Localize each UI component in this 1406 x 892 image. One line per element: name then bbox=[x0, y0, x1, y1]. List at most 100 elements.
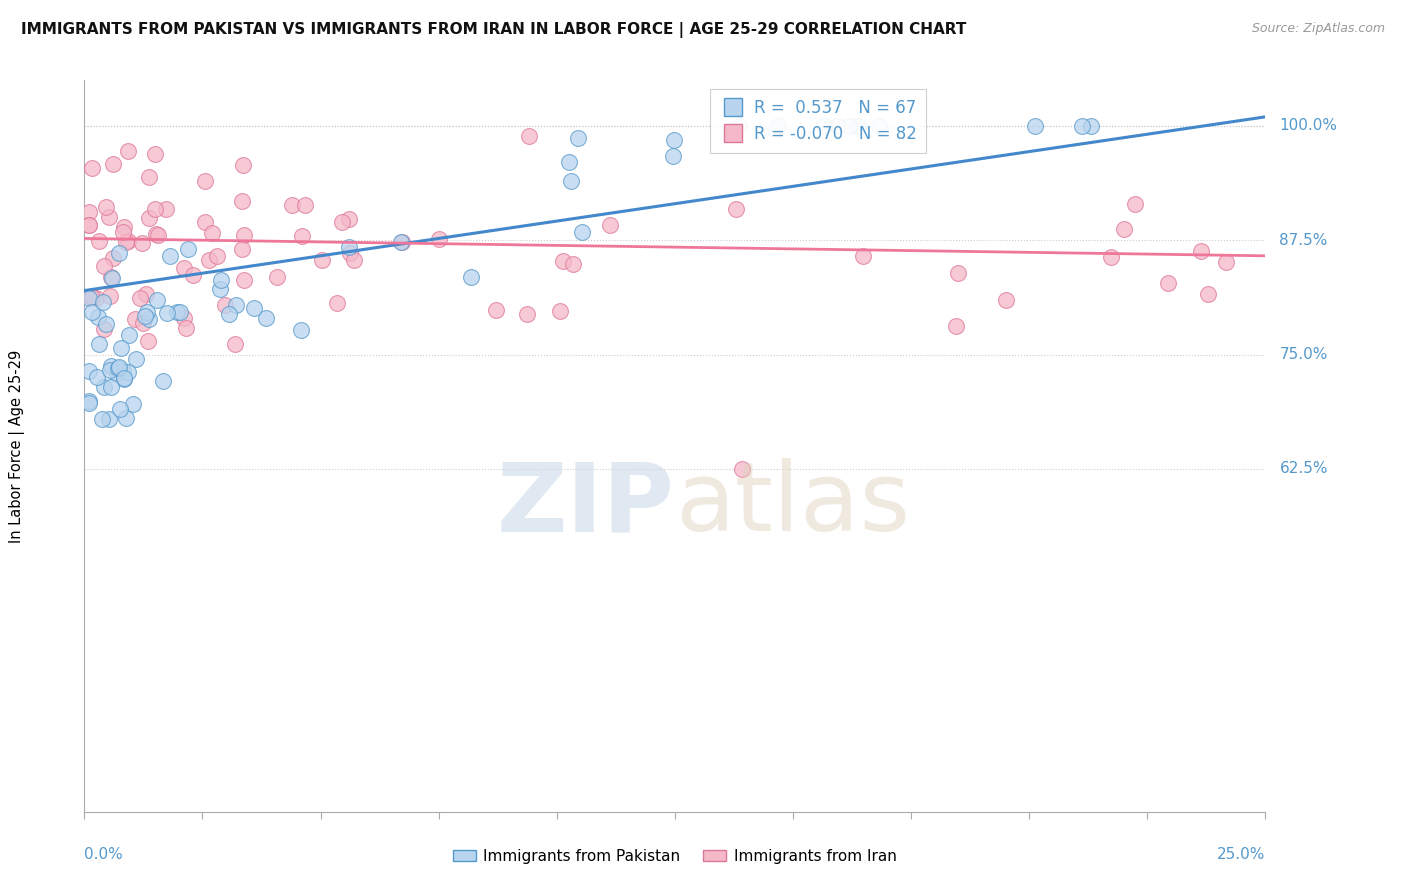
Point bbox=[108, 359, 131, 374]
Point bbox=[105, 367, 128, 381]
Point bbox=[156, 306, 179, 320]
Point bbox=[290, 323, 312, 337]
Point bbox=[107, 245, 129, 260]
Point bbox=[194, 215, 217, 229]
Text: 0.0%: 0.0% bbox=[84, 847, 124, 863]
Point bbox=[176, 242, 198, 256]
Point bbox=[159, 249, 181, 263]
Point bbox=[224, 336, 246, 351]
Point bbox=[339, 245, 361, 260]
Point bbox=[946, 266, 969, 280]
Text: 75.0%: 75.0% bbox=[1279, 347, 1327, 362]
Point bbox=[82, 161, 104, 176]
Point bbox=[209, 273, 232, 287]
Point bbox=[136, 305, 159, 319]
Point bbox=[103, 157, 125, 171]
Point bbox=[813, 119, 835, 133]
Point bbox=[94, 201, 117, 215]
Point bbox=[138, 211, 160, 225]
Text: IMMIGRANTS FROM PAKISTAN VS IMMIGRANTS FROM IRAN IN LABOR FORCE | AGE 25-29 CORR: IMMIGRANTS FROM PAKISTAN VS IMMIGRANTS F… bbox=[21, 22, 966, 38]
Text: Source: ZipAtlas.com: Source: ZipAtlas.com bbox=[1251, 22, 1385, 36]
Point bbox=[118, 328, 141, 343]
Point bbox=[1112, 222, 1135, 236]
Point bbox=[391, 235, 413, 249]
Point bbox=[100, 269, 122, 284]
Point bbox=[121, 397, 143, 411]
Point bbox=[838, 119, 860, 133]
Point bbox=[330, 215, 353, 229]
Point bbox=[233, 228, 256, 243]
Text: 87.5%: 87.5% bbox=[1279, 233, 1327, 248]
Point bbox=[1215, 255, 1237, 269]
Point bbox=[135, 286, 157, 301]
Point bbox=[254, 310, 277, 325]
Point bbox=[84, 291, 107, 305]
Point bbox=[112, 225, 135, 239]
Point bbox=[183, 268, 205, 283]
Point bbox=[146, 228, 169, 243]
Point bbox=[107, 360, 129, 375]
Point bbox=[194, 174, 217, 188]
Point bbox=[117, 364, 139, 378]
Point bbox=[484, 303, 506, 318]
Point bbox=[97, 211, 120, 225]
Point bbox=[86, 370, 108, 384]
Point bbox=[143, 202, 166, 217]
Point bbox=[994, 293, 1017, 308]
Point bbox=[311, 252, 333, 267]
Point bbox=[852, 250, 875, 264]
Point bbox=[1189, 244, 1212, 258]
Point bbox=[132, 316, 155, 330]
Point bbox=[131, 236, 153, 251]
Point bbox=[768, 119, 790, 133]
Point bbox=[516, 307, 538, 321]
Point bbox=[77, 393, 100, 408]
Text: 100.0%: 100.0% bbox=[1279, 119, 1337, 134]
Point bbox=[77, 363, 100, 377]
Point bbox=[225, 298, 247, 312]
Point bbox=[87, 234, 110, 248]
Point bbox=[115, 411, 138, 425]
Point bbox=[134, 309, 156, 323]
Point bbox=[1070, 119, 1092, 133]
Point bbox=[100, 289, 122, 303]
Point bbox=[232, 158, 254, 172]
Point bbox=[110, 341, 132, 355]
Point bbox=[93, 380, 115, 394]
Point bbox=[93, 260, 115, 274]
Text: atlas: atlas bbox=[675, 458, 910, 551]
Point bbox=[233, 273, 256, 287]
Point bbox=[91, 294, 114, 309]
Point bbox=[145, 227, 167, 241]
Point bbox=[87, 310, 110, 325]
Point bbox=[567, 131, 589, 145]
Point bbox=[291, 229, 314, 244]
Point bbox=[207, 249, 229, 263]
Point bbox=[558, 154, 581, 169]
Point bbox=[280, 198, 302, 212]
Point bbox=[1197, 287, 1219, 301]
Point bbox=[100, 359, 122, 374]
Point bbox=[77, 205, 100, 219]
Point bbox=[100, 380, 122, 394]
Point bbox=[108, 402, 131, 417]
Point bbox=[1024, 119, 1046, 133]
Point bbox=[1123, 197, 1146, 211]
Point bbox=[136, 334, 159, 348]
Point bbox=[138, 170, 160, 185]
Point bbox=[112, 220, 135, 235]
Point bbox=[174, 321, 197, 335]
Point bbox=[152, 374, 174, 388]
Point bbox=[124, 312, 146, 326]
Point bbox=[231, 242, 253, 256]
Point bbox=[243, 301, 266, 315]
Point bbox=[201, 226, 224, 240]
Point bbox=[551, 253, 574, 268]
Point bbox=[560, 174, 582, 188]
Point bbox=[155, 202, 177, 216]
Point bbox=[389, 235, 412, 249]
Point bbox=[727, 119, 749, 133]
Point bbox=[825, 119, 848, 133]
Point bbox=[101, 251, 124, 265]
Point bbox=[662, 149, 685, 163]
